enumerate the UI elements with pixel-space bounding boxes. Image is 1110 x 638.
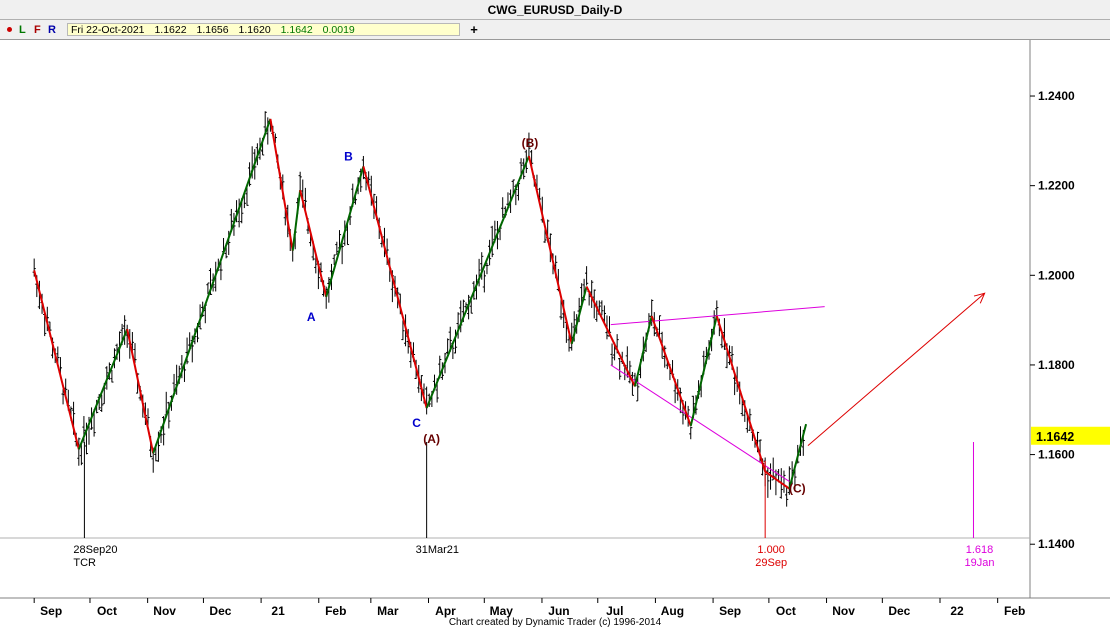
- x-tick-label: Feb: [1004, 604, 1025, 618]
- toolbar-button-l[interactable]: L: [19, 24, 26, 36]
- channel-trend-line: [610, 364, 790, 482]
- swing-line-down: [527, 155, 573, 345]
- time-marker-label: TCR: [73, 557, 96, 569]
- wave-label: (A): [423, 432, 440, 446]
- swing-line-up: [325, 166, 365, 298]
- swing-line-down: [269, 118, 294, 251]
- x-tick-label: Mar: [377, 604, 399, 618]
- time-marker-label: 1.618: [966, 544, 994, 556]
- time-marker-label: 29Sep: [755, 557, 787, 569]
- status-dot-icon[interactable]: [7, 27, 12, 32]
- x-tick-label: Jul: [606, 604, 623, 618]
- swing-line-up: [633, 315, 653, 387]
- time-marker-label: 28Sep20: [73, 544, 117, 556]
- swing-line-up: [77, 328, 129, 450]
- quote-low: 1.1620: [238, 24, 271, 36]
- chart-toolbar: L F R Fri 22-Oct-2021 1.1622 1.1656 1.16…: [0, 20, 1110, 40]
- toolbar-button-r[interactable]: R: [48, 24, 56, 36]
- swing-line-down: [33, 270, 80, 450]
- time-axis-labels: Sep Oct Nov Dec 21 Feb Mar Apr May Jun Jul Aug Sep Oc…: [33, 598, 1025, 618]
- y-tick-label: 1.2000: [1038, 268, 1075, 282]
- quote-high: 1.1656: [196, 24, 229, 36]
- x-tick-label: Apr: [435, 604, 456, 618]
- swing-line-down: [362, 166, 428, 409]
- channel-trend-line: [610, 306, 825, 326]
- last-price-flag: 1.1642: [1031, 426, 1110, 445]
- y-tick-label: 1.2400: [1038, 89, 1075, 103]
- x-tick-label: Dec: [888, 604, 910, 618]
- swing-line-up: [291, 190, 302, 251]
- swing-line-up: [425, 155, 530, 409]
- plot-area: [0, 40, 1030, 598]
- time-marker-label: 31Mar21: [416, 544, 459, 556]
- x-tick-label: Oct: [97, 604, 117, 618]
- x-tick-label: Jun: [548, 604, 569, 618]
- x-tick-label: Oct: [776, 604, 796, 618]
- wave-label: B: [344, 149, 353, 163]
- x-tick-label: Sep: [719, 604, 741, 618]
- swing-lines: [33, 118, 808, 490]
- wave-labels: A B C(A) (B) (C): [307, 136, 806, 496]
- x-tick-label: Nov: [153, 604, 176, 618]
- price-axis-labels: 1.2400 1.2200 1.2000 1.1800 1.1600 1.1400: [1030, 89, 1075, 551]
- x-tick-label: Dec: [209, 604, 231, 618]
- x-tick-label: May: [490, 604, 514, 618]
- swing-line-down: [715, 315, 767, 472]
- swing-line-down: [764, 470, 790, 490]
- swing-line-down: [299, 189, 328, 298]
- channel-lines: [610, 306, 825, 482]
- y-tick-label: 1.1800: [1038, 358, 1075, 372]
- y-tick-label: 1.1400: [1038, 537, 1075, 551]
- time-marker-label: 1.000: [757, 544, 785, 556]
- wave-label: C: [412, 416, 421, 430]
- x-tick-label: 21: [271, 604, 285, 618]
- time-marker-label: 19Jan: [964, 557, 994, 569]
- x-tick-label: Aug: [661, 604, 684, 618]
- swing-line-down: [585, 286, 636, 387]
- swing-line-up: [152, 118, 272, 454]
- wave-label: A: [307, 310, 316, 324]
- x-tick-label: 22: [950, 604, 964, 618]
- swing-line-down: [126, 328, 155, 454]
- swing-line-down: [650, 315, 692, 427]
- chart-window-title: CWG_EURUSD_Daily-D: [487, 3, 623, 17]
- toolbar-button-f[interactable]: F: [34, 24, 41, 36]
- price-quote-box: Fri 22-Oct-2021 1.1622 1.1656 1.1620 1.1…: [67, 23, 460, 36]
- y-tick-label: 1.1600: [1038, 448, 1075, 462]
- add-button[interactable]: +: [461, 23, 487, 36]
- swing-line-up: [570, 286, 588, 345]
- quote-open: 1.1622: [154, 24, 187, 36]
- quote-date: Fri 22-Oct-2021: [71, 24, 145, 36]
- quote-change: 0.0019: [322, 24, 355, 36]
- x-tick-label: Sep: [40, 604, 62, 618]
- y-tick-label: 1.2200: [1038, 179, 1075, 193]
- wave-label: (C): [789, 482, 806, 496]
- x-tick-label: Feb: [325, 604, 346, 618]
- projection-arrow: [807, 292, 986, 446]
- arrow-head-icon: [973, 292, 986, 304]
- swing-line-up: [788, 423, 808, 489]
- last-price-box: [1031, 426, 1110, 445]
- last-price-label: 1.1642: [1036, 430, 1074, 444]
- swing-line-up: [689, 315, 718, 427]
- wave-label: (B): [522, 136, 539, 150]
- x-tick-label: Nov: [832, 604, 855, 618]
- chart-credit: Chart created by Dynamic Trader (c) 1996…: [448, 617, 662, 628]
- title-bar: CWG_EURUSD_Daily-D: [0, 0, 1110, 20]
- projection-arrow-line: [807, 292, 985, 446]
- quote-close: 1.1642: [280, 24, 313, 36]
